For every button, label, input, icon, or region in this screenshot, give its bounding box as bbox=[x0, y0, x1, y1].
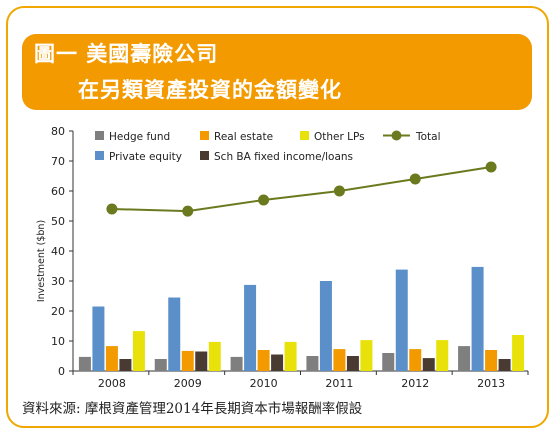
bar-sch-ba-fixed-income-loans bbox=[195, 351, 208, 371]
bar-hedge-fund bbox=[306, 356, 319, 371]
legend-swatch bbox=[95, 131, 104, 140]
total-point bbox=[106, 203, 118, 215]
total-point bbox=[333, 185, 345, 197]
bar-other-lps bbox=[360, 340, 373, 371]
bar-other-lps bbox=[284, 341, 297, 371]
x-tick-label: 2010 bbox=[250, 377, 278, 390]
y-tick-label: 10 bbox=[51, 335, 65, 348]
y-tick-label: 80 bbox=[51, 125, 65, 138]
bar-private-equity bbox=[244, 284, 257, 371]
bar-other-lps bbox=[132, 331, 145, 371]
bar-real-estate bbox=[105, 346, 118, 371]
legend-label: Other LPs bbox=[314, 131, 365, 143]
legend-swatch bbox=[200, 151, 209, 160]
x-tick-label: 2008 bbox=[98, 377, 126, 390]
legend-label: Private equity bbox=[109, 151, 182, 163]
title-line-2: 在另類資產投資的金額變化 bbox=[78, 78, 342, 102]
y-tick-label: 50 bbox=[51, 215, 65, 228]
bar-real-estate bbox=[257, 350, 270, 371]
total-point bbox=[258, 194, 270, 206]
bar-real-estate bbox=[409, 349, 422, 371]
bar-hedge-fund bbox=[458, 346, 471, 371]
x-tick-label: 2011 bbox=[325, 377, 353, 390]
bar-other-lps bbox=[436, 340, 449, 371]
legend-swatch bbox=[95, 151, 104, 160]
bar-private-equity bbox=[395, 269, 408, 371]
y-tick-label: 30 bbox=[51, 275, 65, 288]
title-banner: 圖一 美國壽險公司 在另類資產投資的金額變化 bbox=[22, 34, 532, 110]
legend-label: Hedge fund bbox=[109, 131, 170, 143]
bar-private-equity bbox=[319, 281, 332, 371]
y-tick-label: 0 bbox=[58, 365, 65, 378]
legend-label: Sch BA fixed income/loans bbox=[214, 151, 353, 163]
bar-other-lps bbox=[208, 341, 221, 371]
x-tick-label: 2012 bbox=[401, 377, 429, 390]
x-tick-label: 2013 bbox=[477, 377, 505, 390]
bar-sch-ba-fixed-income-loans bbox=[422, 358, 435, 371]
y-tick-label: 70 bbox=[51, 155, 65, 168]
total-point bbox=[485, 161, 497, 173]
bar-real-estate bbox=[485, 350, 498, 371]
bar-private-equity bbox=[471, 266, 484, 371]
bar-private-equity bbox=[92, 306, 105, 371]
x-tick-label: 2009 bbox=[174, 377, 202, 390]
y-tick-label: 20 bbox=[51, 305, 65, 318]
y-axis-title: Investment ($bn) bbox=[36, 220, 47, 302]
total-line bbox=[111, 166, 492, 213]
legend-swatch bbox=[300, 131, 309, 140]
source-note: 資料來源: 摩根資產管理2014年長期資本市場報酬率假設 bbox=[22, 401, 363, 417]
bar-hedge-fund bbox=[382, 353, 395, 371]
bar-real-estate bbox=[333, 349, 346, 371]
y-tick-label: 40 bbox=[51, 245, 65, 258]
legend-swatch bbox=[200, 131, 209, 140]
bar-hedge-fund bbox=[230, 356, 243, 371]
bar-real-estate bbox=[181, 350, 194, 371]
bar-sch-ba-fixed-income-loans bbox=[346, 356, 359, 371]
total-point bbox=[182, 205, 194, 217]
legend-label-total: Total bbox=[415, 131, 441, 143]
bar-private-equity bbox=[168, 297, 181, 371]
bar-other-lps bbox=[512, 335, 525, 371]
title-line-1: 圖一 美國壽險公司 bbox=[34, 42, 219, 66]
legend-label: Real estate bbox=[214, 131, 273, 143]
bar-sch-ba-fixed-income-loans bbox=[119, 359, 132, 371]
y-tick-label: 60 bbox=[51, 185, 65, 198]
bar-hedge-fund bbox=[154, 359, 167, 371]
total-point bbox=[409, 173, 421, 185]
bar-sch-ba-fixed-income-loans bbox=[498, 359, 511, 371]
bar-sch-ba-fixed-income-loans bbox=[271, 354, 284, 371]
legend-marker bbox=[391, 130, 402, 141]
bar-hedge-fund bbox=[78, 356, 91, 371]
